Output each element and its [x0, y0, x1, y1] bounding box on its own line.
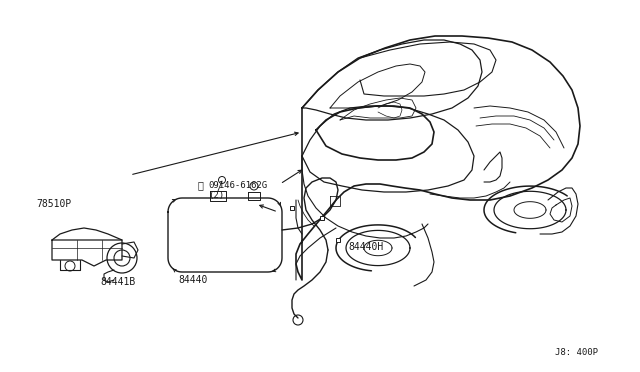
Text: 84440: 84440 — [178, 275, 207, 285]
Text: 09146-6162G: 09146-6162G — [208, 181, 267, 190]
Circle shape — [293, 315, 303, 325]
Circle shape — [218, 176, 225, 183]
Circle shape — [107, 243, 137, 273]
Circle shape — [65, 261, 75, 271]
Text: Ⓑ: Ⓑ — [198, 180, 204, 190]
Text: J8: 400P: J8: 400P — [555, 348, 598, 357]
Circle shape — [114, 250, 130, 266]
Text: 84441B: 84441B — [100, 277, 135, 287]
Text: (2): (2) — [208, 191, 224, 200]
Text: 84440H: 84440H — [348, 242, 383, 252]
Circle shape — [250, 182, 258, 190]
Text: 78510P: 78510P — [36, 199, 71, 209]
